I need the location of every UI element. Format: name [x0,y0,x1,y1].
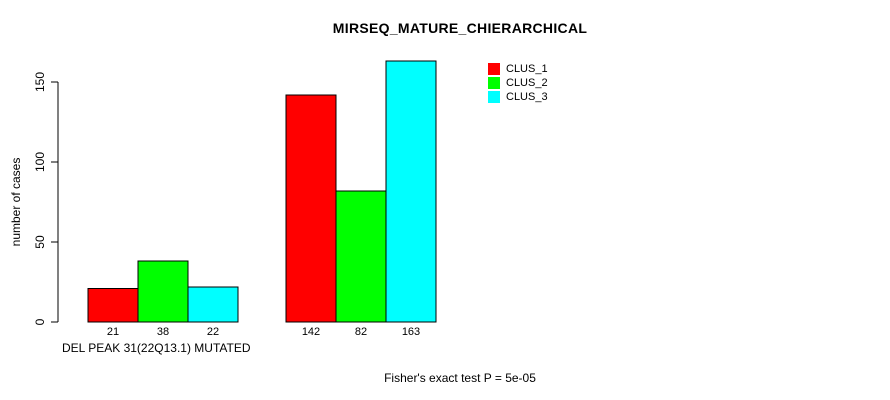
legend-item-clus-2: CLUS_2 [488,77,548,89]
bar-value-label: 38 [157,326,169,338]
legend-label-clus-3: CLUS_3 [506,91,548,103]
y-tick-label: 150 [33,72,47,92]
y-tick-label: 0 [33,318,47,325]
legend: CLUS_1 CLUS_2 CLUS_3 [488,63,548,103]
footnote-pvalue: Fisher's exact test P = 5e-05 [384,371,536,385]
bar-clus_3-group1 [187,286,239,323]
bar-value-label: 21 [107,326,119,338]
chart-title: MIRSEQ_MATURE_CHIERARCHICAL [332,20,588,36]
legend-item-clus-1: CLUS_1 [488,63,548,75]
legend-label-clus-2: CLUS_2 [506,77,548,89]
bar-clus_1-group2 [285,94,337,323]
y-tick-label: 50 [33,235,47,249]
y-tick-label: 100 [33,152,47,172]
bar-value-label: 82 [355,326,367,338]
bar-value-label: 163 [402,326,420,338]
bar-clus_2-group1 [137,260,189,323]
bar-value-label: 142 [302,326,320,338]
legend-label-clus-1: CLUS_1 [506,63,548,75]
bar-clus_3-group2 [385,60,437,323]
legend-swatch-clus-1 [488,63,500,75]
legend-swatch-clus-3 [488,91,500,103]
legend-item-clus-3: CLUS_3 [488,91,548,103]
x-axis-label: DEL PEAK 31(22Q13.1) MUTATED [62,341,251,355]
bar-value-label: 22 [207,326,219,338]
bar-clus_1-group1 [87,287,139,323]
bar-clus_2-group2 [335,190,387,323]
legend-swatch-clus-2 [488,77,500,89]
